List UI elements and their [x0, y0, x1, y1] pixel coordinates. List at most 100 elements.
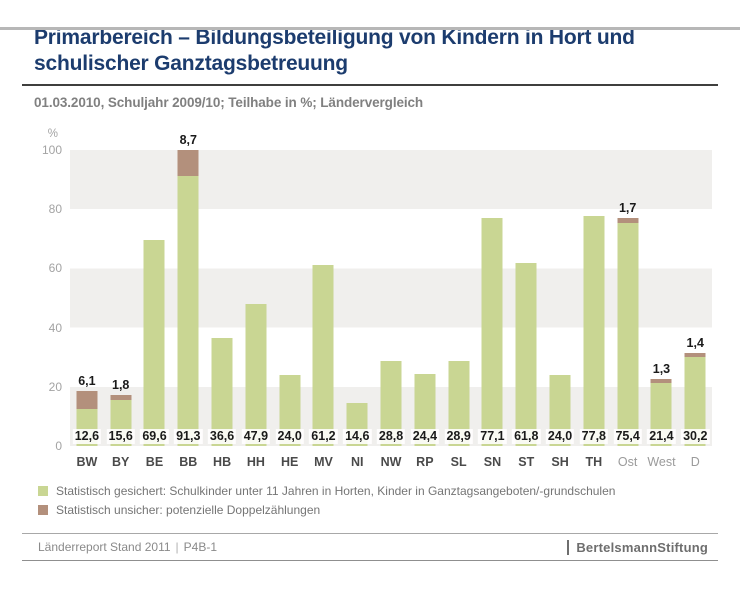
bar-ST [515, 150, 537, 447]
bar-segment-secure-SH [549, 375, 571, 447]
bar-column-SL: 28,9 SL [442, 150, 476, 469]
bar-column-BE: 69,6 BE [138, 150, 172, 469]
y-tick-label-20: 20 [48, 379, 62, 394]
bar-value-label-ST: 61,8 [512, 429, 541, 445]
bar-value-label-SH: 24,0 [545, 429, 575, 445]
bar-D [684, 150, 706, 447]
chart-grid: % 0 20 40 60 80 100 6,1 12,6 BW 1,8 15,6 BY 69,6 BE 8… [34, 128, 712, 469]
bar-segment-secure-NW [380, 360, 402, 447]
y-tick-label-60: 60 [48, 261, 62, 276]
bar-value-label-BB: 91,3 [174, 429, 203, 445]
x-category-label-Ost: Ost [617, 455, 638, 470]
bars-container: 6,1 12,6 BW 1,8 15,6 BY 69,6 BE 8,7 91,3 BB 36,6 HB 4… [70, 133, 712, 469]
bertelsmann-stiftung-logo: Bertelsmann Stiftung [567, 539, 708, 555]
bar-segment-unsure-BY [110, 394, 132, 400]
x-category-label-D: D [690, 455, 700, 470]
bar-segment-secure-HB [211, 337, 233, 447]
bar-value-label-BY: 15,6 [106, 429, 135, 445]
legend-item-1: Statistisch unsicher: potenzielle Doppel… [38, 503, 718, 517]
bar-column-D: 1,4 30,2 D [678, 150, 712, 469]
footer-figure-code: P4B-1 [183, 540, 218, 555]
bar-segment-secure-D [684, 356, 706, 447]
x-category-label-SN: SN [483, 455, 502, 470]
bar-TH [583, 150, 605, 447]
bar-value-label-SN: 77,1 [478, 429, 507, 445]
page-title: Primarbereich – Bildungsbeteiligung von … [34, 26, 635, 76]
x-category-label-HE: HE [280, 455, 299, 470]
bar-segment-secure-SN [481, 217, 503, 447]
bar-segment-secure-MV [312, 264, 334, 447]
logo-text-bertelsmann: Bertelsmann [576, 539, 658, 555]
cap-value-label-D: 1,4 [686, 335, 704, 350]
bar-SL [448, 150, 470, 447]
footer-box: Länderreport Stand 2011 | P4B-1 Bertelsman… [22, 533, 718, 562]
bar-segment-unsure-D [684, 352, 706, 357]
bar-value-label-HB: 36,6 [207, 429, 237, 445]
report-page: Primarbereich – Bildungsbeteiligung von … [0, 25, 740, 562]
x-category-label-BB: BB [179, 455, 198, 470]
y-tick-label-100: 100 [41, 143, 62, 158]
bar-HH [245, 150, 267, 447]
bar-segment-secure-HH [245, 304, 267, 447]
bar-NI [346, 150, 368, 447]
bar-BW [76, 150, 98, 447]
bar-SN [481, 150, 503, 447]
footer-separator: | [175, 540, 179, 555]
bar-value-label-Ost: 75,4 [613, 429, 642, 445]
footer-source: Länderreport Stand 2011 | P4B-1 [38, 540, 217, 554]
x-category-label-HH: HH [246, 455, 265, 470]
y-tick-label-80: 80 [48, 202, 62, 217]
x-category-label-MV: MV [314, 455, 333, 470]
bar-column-BB: 8,7 91,3 BB [171, 133, 205, 469]
bar-segment-secure-ST [515, 263, 537, 447]
plot-area: 6,1 12,6 BW 1,8 15,6 BY 69,6 BE 8,7 91,3 BB 36,6 HB 4… [70, 133, 712, 469]
bar-value-label-HH: 47,9 [241, 429, 271, 445]
chart-legend: Statistisch gesichert: Schulkinder unter… [38, 484, 718, 517]
bar-column-TH: 77,8 TH [577, 150, 611, 469]
x-category-label-West: West [647, 455, 676, 470]
bar-BY [110, 150, 132, 447]
cap-value-label-BW: 6,1 [78, 373, 96, 388]
bar-value-label-HE: 24,0 [275, 429, 304, 445]
page-footer: Länderreport Stand 2011 | P4B-1 Bertelsman… [22, 533, 718, 562]
bar-segment-secure-HE [279, 375, 301, 447]
bar-column-RP: 24,4 RP [408, 150, 442, 469]
bar-BE [143, 150, 165, 447]
title-divider [22, 84, 718, 87]
bar-column-HB: 36,6 HB [205, 150, 239, 469]
bar-value-label-MV: 61,2 [309, 429, 338, 445]
logo-text-stiftung: Stiftung [657, 539, 708, 555]
bar-segment-secure-SL [448, 360, 470, 447]
bar-column-BY: 1,8 15,6 BY [104, 150, 138, 469]
x-category-label-SL: SL [450, 455, 467, 470]
bar-segment-secure-TH [583, 215, 605, 447]
bar-value-label-West: 21,4 [647, 429, 676, 445]
bar-value-label-NI: 14,6 [343, 429, 372, 445]
x-category-label-BE: BE [145, 455, 164, 470]
page-top-border [0, 27, 740, 30]
x-category-label-HB: HB [213, 455, 232, 470]
x-category-label-NI: NI [351, 455, 364, 470]
y-axis: % 0 20 40 60 80 100 [34, 128, 70, 453]
cap-value-label-BB: 8,7 [179, 133, 197, 148]
cap-value-label-BY: 1,8 [111, 377, 130, 392]
legend-item-0: Statistisch gesichert: Schulkinder unter… [38, 484, 718, 498]
bar-column-MV: 61,2 MV [307, 150, 341, 469]
bar-BB [177, 150, 199, 447]
bar-segment-secure-Ost [617, 222, 639, 447]
legend-swatch-icon-1 [38, 505, 48, 516]
bar-segment-secure-BB [177, 175, 199, 447]
bar-column-HE: 24,0 HE [273, 150, 307, 469]
bar-chart: % 0 20 40 60 80 100 6,1 12,6 BW 1,8 15,6 BY 69,6 BE 8… [34, 128, 712, 469]
y-tick-label-0: 0 [55, 439, 62, 454]
bar-column-ST: 61,8 ST [509, 150, 543, 469]
x-category-label-SH: SH [551, 455, 569, 470]
bar-SH [549, 150, 571, 447]
bar-Ost [617, 150, 639, 447]
bar-value-label-SL: 28,9 [444, 429, 473, 445]
bar-segment-unsure-West [650, 378, 672, 383]
bar-segment-secure-BE [143, 240, 165, 447]
bar-segment-secure-RP [414, 373, 436, 447]
legend-label-0: Statistisch gesichert: Schulkinder unter… [56, 484, 616, 499]
bar-value-label-D: 30,2 [681, 429, 710, 445]
